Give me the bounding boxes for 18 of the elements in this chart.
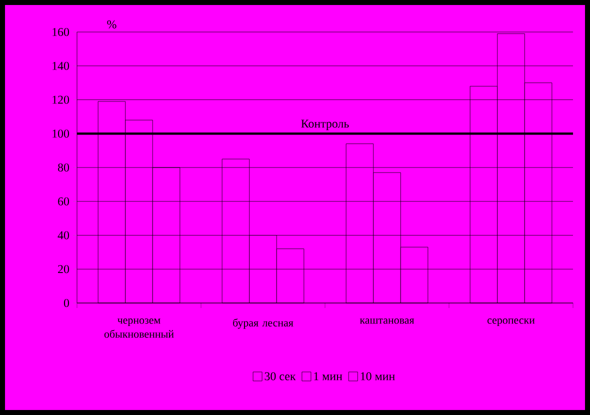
y-tick-label: 80 <box>58 163 70 172</box>
legend-label: 10 мин <box>360 372 395 380</box>
y-tick-label: 0 <box>64 298 70 308</box>
x-tick-label: бурая лесная <box>233 318 294 329</box>
legend-label: 30 сек <box>264 372 296 380</box>
x-tick-label: серопески <box>487 318 535 326</box>
y-tick-label: 160 <box>52 28 70 36</box>
y-tick-label: 60 <box>58 197 70 206</box>
y-tick-label: 100 <box>52 130 70 138</box>
y-tick-label: 140 <box>52 62 70 70</box>
y-axis-title: % <box>107 20 116 28</box>
y-tick-label: 20 <box>58 265 70 274</box>
y-tick-label: 120 <box>52 96 70 104</box>
x-tick-label: чернозем обыкновенный <box>104 318 174 338</box>
legend-label: 1 мин <box>314 372 342 380</box>
ref-line-label: Контроль <box>301 120 349 130</box>
y-tick-label: 40 <box>58 231 70 240</box>
x-tick-label: каштановая <box>360 318 414 324</box>
